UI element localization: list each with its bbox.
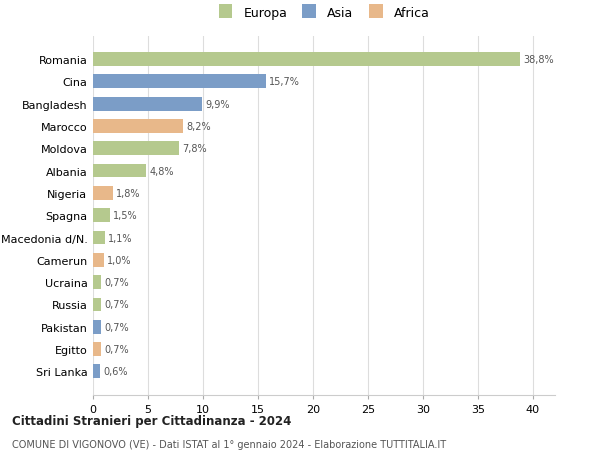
Text: 0,7%: 0,7% (104, 344, 128, 354)
Text: 1,5%: 1,5% (113, 211, 137, 221)
Text: 7,8%: 7,8% (182, 144, 207, 154)
Text: COMUNE DI VIGONOVO (VE) - Dati ISTAT al 1° gennaio 2024 - Elaborazione TUTTITALI: COMUNE DI VIGONOVO (VE) - Dati ISTAT al … (12, 440, 446, 449)
Bar (93, 342, 101, 356)
Bar (93, 275, 101, 290)
Text: 9,9%: 9,9% (205, 100, 230, 109)
Bar (93, 231, 105, 245)
Legend: Europa, Asia, Africa: Europa, Asia, Africa (215, 2, 433, 23)
Bar (93, 75, 266, 89)
Text: 0,7%: 0,7% (104, 278, 128, 287)
Text: 8,2%: 8,2% (187, 122, 211, 132)
Text: 0,6%: 0,6% (103, 367, 127, 376)
Bar (93, 164, 146, 178)
Text: Cittadini Stranieri per Cittadinanza - 2024: Cittadini Stranieri per Cittadinanza - 2… (12, 414, 292, 428)
Bar (93, 97, 202, 112)
Text: 1,1%: 1,1% (109, 233, 133, 243)
Bar (93, 186, 113, 201)
Bar (93, 298, 101, 312)
Bar (93, 209, 110, 223)
Bar (93, 142, 179, 156)
Text: 1,8%: 1,8% (116, 189, 140, 198)
Text: 1,0%: 1,0% (107, 255, 132, 265)
Text: 0,7%: 0,7% (104, 322, 128, 332)
Text: 15,7%: 15,7% (269, 77, 300, 87)
Bar (93, 364, 100, 379)
Text: 0,7%: 0,7% (104, 300, 128, 310)
Text: 38,8%: 38,8% (523, 55, 554, 65)
Bar (93, 53, 520, 67)
Text: 4,8%: 4,8% (149, 166, 173, 176)
Bar (93, 253, 104, 267)
Bar (93, 120, 183, 134)
Bar (93, 320, 101, 334)
